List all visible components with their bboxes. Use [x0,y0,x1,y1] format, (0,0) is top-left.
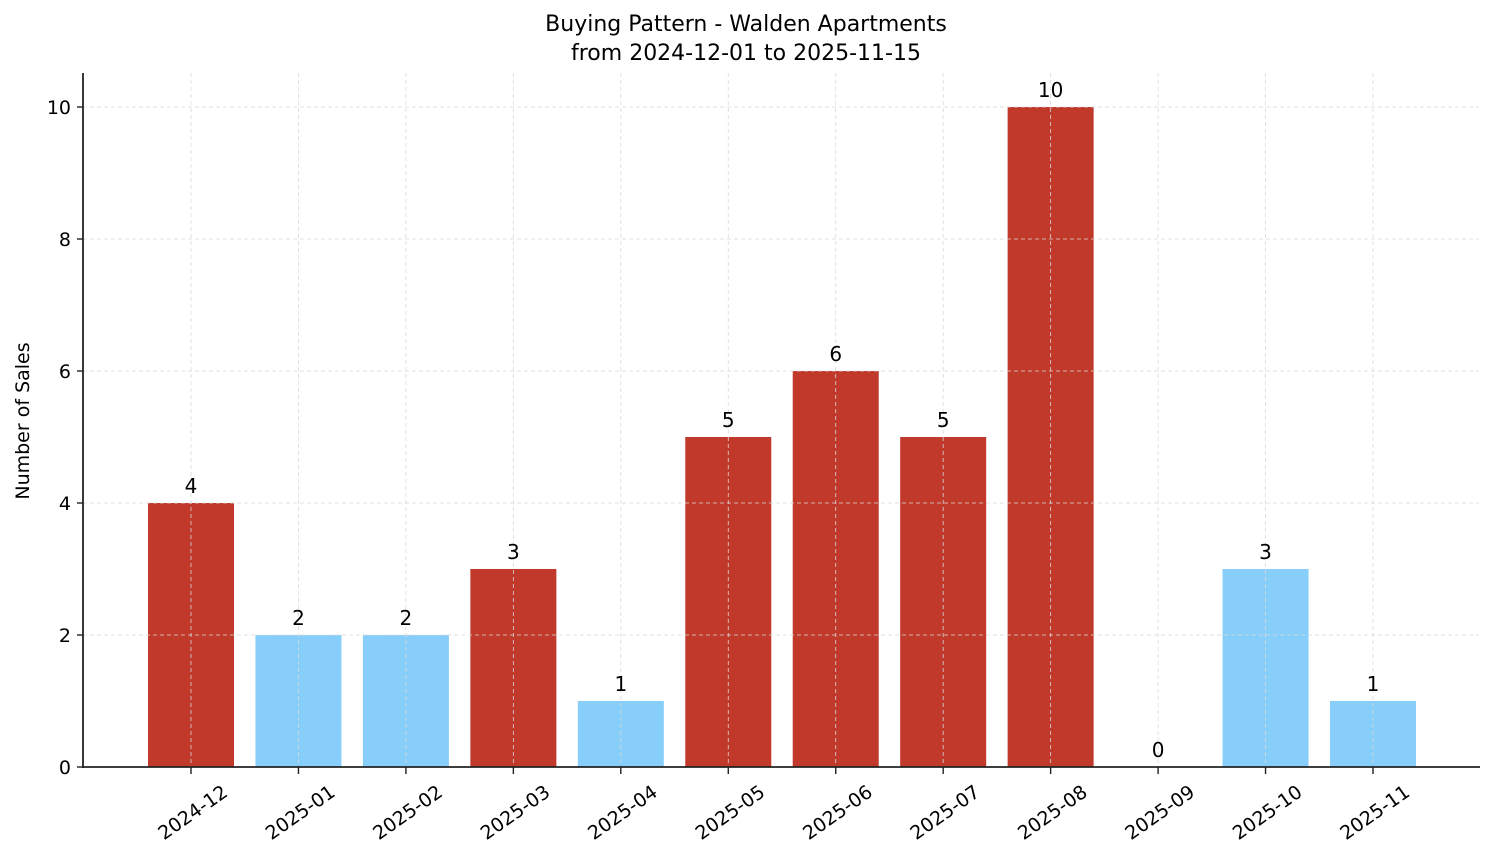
data-label: 5 [722,408,735,432]
data-label: 2 [400,606,413,630]
y-tick-label: 6 [59,361,71,383]
x-tick-label: 2025-04 [584,781,662,845]
x-tick-label: 2025-05 [691,781,769,845]
data-label: 10 [1038,78,1063,102]
data-label: 1 [1367,672,1380,696]
data-label: 5 [937,408,950,432]
x-tick-label: 2024-12 [154,781,232,845]
y-tick-label: 4 [59,493,71,515]
x-tick-label: 2025-06 [799,781,877,845]
x-axis-ticks: 2024-12 2025-01 2025-02 2025-03 2025-04 2025-… [154,767,1414,845]
x-tick-label: 2025-09 [1121,781,1199,845]
data-label: 1 [614,672,627,696]
y-axis-ticks: 0 2 4 6 8 10 [47,97,83,779]
chart-subtitle: from 2024-12-01 to 2025-11-15 [571,41,921,66]
data-label: 3 [507,540,520,564]
data-label: 3 [1259,540,1272,564]
x-tick-label: 2025-11 [1336,781,1414,845]
x-tick-label: 2025-03 [477,781,555,845]
grid-lines [83,73,1479,767]
data-labels: 4 2 2 3 1 5 6 5 10 0 3 1 [185,78,1380,762]
x-tick-label: 2025-08 [1014,781,1092,845]
x-tick-label: 2025-02 [369,781,447,845]
bars-group [148,107,1416,767]
y-tick-label: 10 [47,97,71,119]
chart-title: Buying Pattern - Walden Apartments from … [0,10,1494,68]
chart-title-main: Buying Pattern - Walden Apartments [545,12,947,37]
x-tick-label: 2025-07 [906,781,984,845]
y-tick-label: 8 [59,229,71,251]
data-label: 2 [292,606,305,630]
x-tick-label: 2025-10 [1229,781,1307,845]
data-label: 0 [1152,738,1165,762]
y-tick-label: 2 [59,625,71,647]
y-tick-label: 0 [59,757,71,779]
data-label: 6 [829,342,842,366]
data-label: 4 [185,474,198,498]
x-tick-label: 2025-01 [262,781,340,845]
